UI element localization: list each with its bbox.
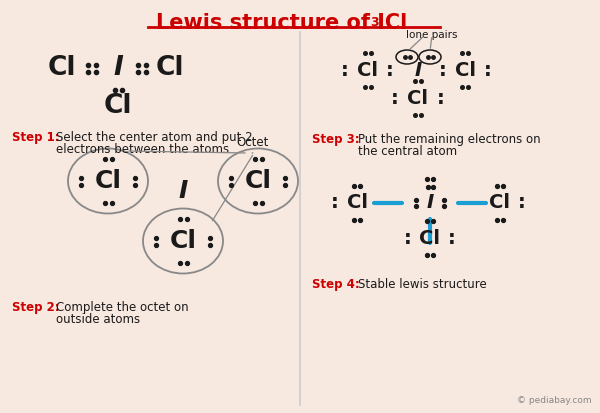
Text: © pediabay.com: © pediabay.com [517, 396, 592, 405]
Text: I: I [113, 55, 123, 81]
Text: outside atoms: outside atoms [56, 313, 140, 326]
Text: Lewis structure of ICl: Lewis structure of ICl [157, 13, 407, 33]
Text: :: : [391, 88, 399, 107]
Text: electrons between the atoms: electrons between the atoms [56, 143, 229, 156]
Text: Cl: Cl [104, 93, 132, 119]
Text: I: I [178, 179, 188, 203]
Text: Cl: Cl [490, 194, 511, 213]
Text: Octet: Octet [237, 136, 269, 149]
Text: Step 4:: Step 4: [312, 278, 360, 291]
Text: Cl: Cl [419, 228, 440, 247]
Text: Cl: Cl [407, 88, 428, 107]
Text: Put the remaining electrons on: Put the remaining electrons on [358, 133, 541, 146]
Text: the central atom: the central atom [358, 145, 457, 158]
Text: Cl: Cl [455, 60, 476, 79]
Text: :: : [386, 60, 394, 79]
Text: I: I [427, 194, 434, 213]
Text: Step 2:: Step 2: [12, 301, 59, 314]
Text: Cl: Cl [170, 229, 197, 253]
Text: Complete the octet on: Complete the octet on [56, 301, 188, 314]
Text: Step 1:: Step 1: [12, 131, 59, 144]
Text: :: : [439, 60, 447, 79]
Text: :: : [448, 228, 456, 247]
Text: I: I [415, 60, 422, 79]
Text: Cl: Cl [358, 60, 379, 79]
Text: :: : [341, 60, 349, 79]
Text: Cl: Cl [156, 55, 184, 81]
Text: :: : [404, 228, 412, 247]
Text: 3: 3 [370, 16, 379, 29]
Text: :: : [437, 88, 445, 107]
Text: lone pairs: lone pairs [406, 30, 458, 40]
Text: Cl: Cl [245, 169, 271, 193]
Text: Select the center atom and put 2: Select the center atom and put 2 [56, 131, 253, 144]
Text: :: : [518, 194, 526, 213]
Text: :: : [484, 60, 492, 79]
Text: Cl: Cl [95, 169, 121, 193]
Text: Cl: Cl [347, 194, 367, 213]
Text: Stable lewis structure: Stable lewis structure [358, 278, 487, 291]
Text: :: : [331, 194, 339, 213]
Text: Cl: Cl [48, 55, 76, 81]
Text: Step 3:: Step 3: [312, 133, 359, 146]
